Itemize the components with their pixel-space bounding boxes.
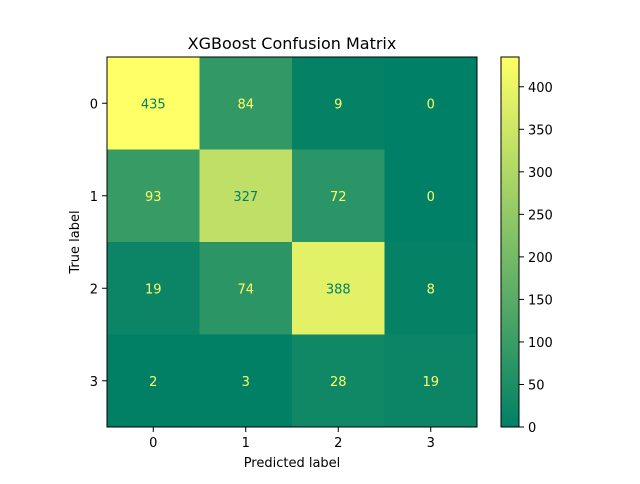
heatmap-cells: 435 84 9 0 93 327 72 0 19 74 388 8 2 3 28 19 <box>107 57 478 428</box>
colorbar-tick-label: 400 <box>528 81 553 96</box>
cell-value-label: 435 <box>141 97 166 112</box>
colorbar <box>501 57 519 427</box>
cell-value-label: 2 <box>149 375 157 390</box>
cell-value-label: 93 <box>145 190 162 205</box>
cell-value-label: 3 <box>242 375 250 390</box>
cell-value-label: 74 <box>237 282 254 297</box>
x-axis-label: Predicted label <box>244 456 341 471</box>
colorbar-tick-label: 350 <box>528 123 553 138</box>
cell-value-label: 8 <box>427 282 435 297</box>
colorbar-ticks: 0 50 100 150 200 250 300 350 400 <box>519 81 553 436</box>
cell-value-label: 84 <box>237 97 254 112</box>
cell-value-label: 0 <box>427 190 435 205</box>
colorbar-tick-label: 150 <box>528 293 553 308</box>
x-tick-label: 2 <box>334 436 342 451</box>
colorbar-tick-label: 0 <box>528 421 536 436</box>
cell-value-label: 388 <box>326 282 351 297</box>
cell-value-label: 19 <box>145 282 162 297</box>
x-tick-label: 1 <box>242 436 250 451</box>
cell-value-label: 0 <box>427 97 435 112</box>
cell-value-label: 72 <box>330 190 347 205</box>
cell-value-label: 28 <box>330 375 347 390</box>
cell-value-label: 19 <box>422 375 439 390</box>
cell-value-label: 327 <box>233 190 258 205</box>
cell-value-label: 9 <box>334 97 342 112</box>
y-tick-label: 3 <box>90 375 98 390</box>
x-tick-label: 0 <box>149 436 157 451</box>
chart-title: XGBoost Confusion Matrix <box>188 34 397 53</box>
y-axis-label: True label <box>68 210 83 274</box>
x-axis: 0 1 2 3 <box>149 427 435 451</box>
colorbar-tick-label: 250 <box>528 208 553 223</box>
y-tick-label: 1 <box>90 190 98 205</box>
y-tick-label: 2 <box>90 282 98 297</box>
colorbar-tick-label: 50 <box>528 378 545 393</box>
y-tick-label: 0 <box>90 97 98 112</box>
colorbar-tick-label: 300 <box>528 166 553 181</box>
x-tick-label: 3 <box>427 436 435 451</box>
y-axis: 0 1 2 3 <box>90 97 107 390</box>
colorbar-tick-label: 100 <box>528 336 553 351</box>
colorbar-tick-label: 200 <box>528 251 553 266</box>
